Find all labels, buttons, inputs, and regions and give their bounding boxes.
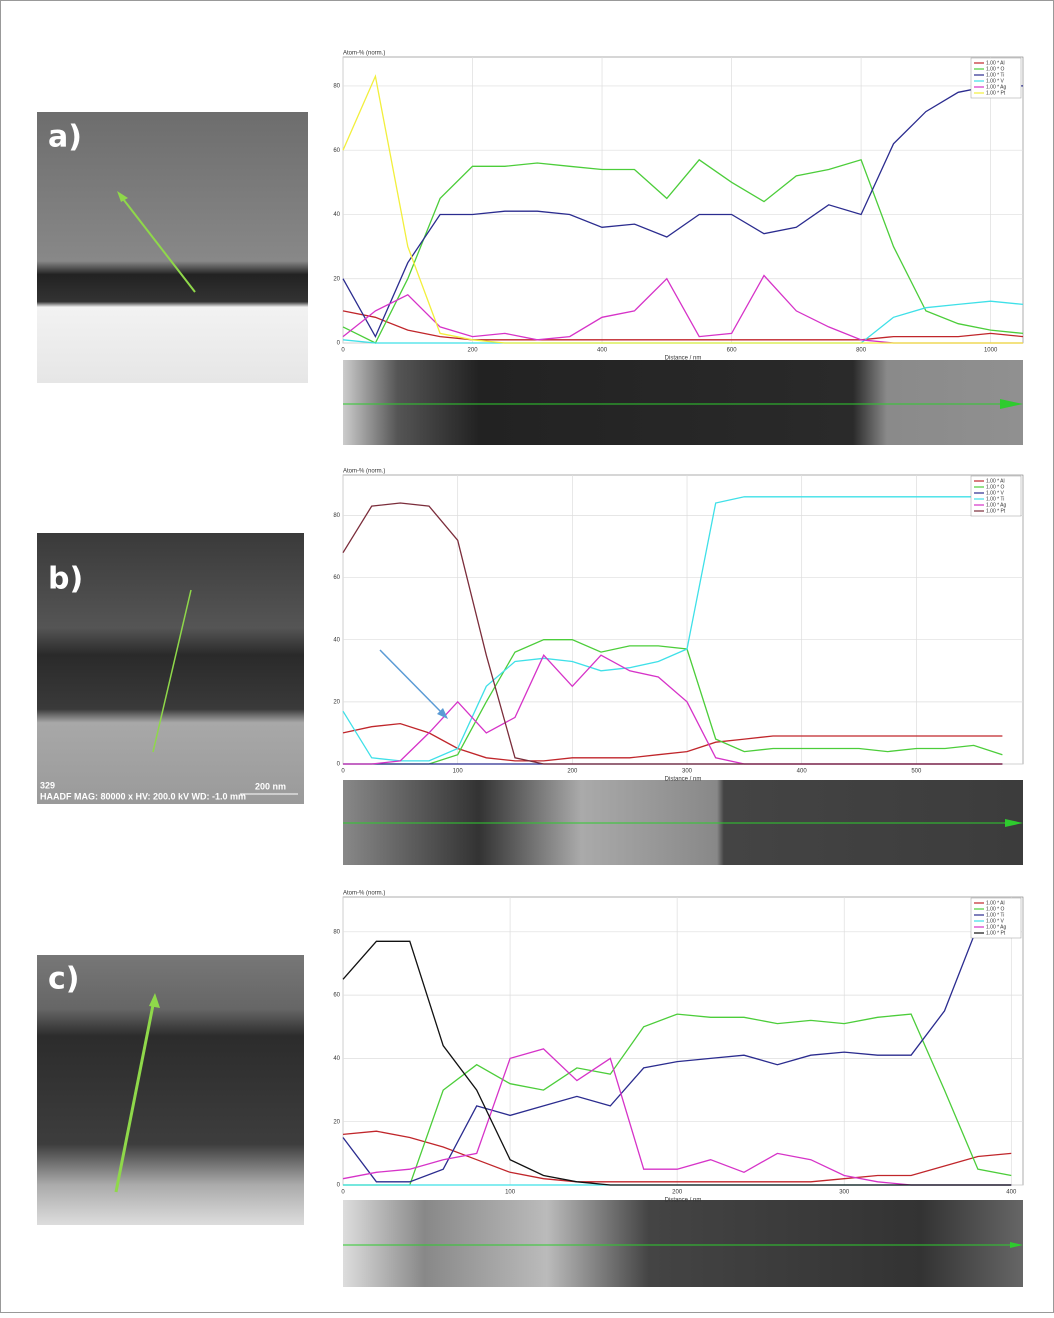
legend-label: 1.00 * Ti [986, 72, 1004, 78]
micrograph [37, 112, 308, 383]
data-line [342, 85, 1023, 339]
x-tick-label: 200 [567, 769, 578, 775]
legend-label: 1.00 * Ag [986, 502, 1007, 508]
y-tick-label: 0 [337, 341, 341, 347]
x-tick-label: 500 [911, 769, 922, 775]
plot-area [342, 896, 1024, 1186]
image-info: HAADF MAG: 80000 x HV: 200.0 kV WD: -1.0… [40, 791, 246, 801]
x-tick-label: 800 [856, 348, 867, 354]
x-tick-label: 200 [468, 348, 479, 354]
y-tick-label: 80 [333, 83, 340, 89]
y-tick-label: 20 [333, 276, 340, 282]
data-line [342, 1048, 1012, 1186]
legend-label: 1.00 * O [986, 66, 1004, 72]
scan-arrowhead [1005, 819, 1023, 827]
legend-label: 1.00 * Ag [986, 924, 1007, 930]
scan-arrowhead [1010, 1242, 1023, 1248]
scan-arrow [114, 999, 156, 1193]
data-line [342, 1130, 1012, 1183]
y-tick-label: 20 [333, 1119, 340, 1125]
x-tick-label: 200 [672, 1190, 683, 1196]
y-tick-label: 60 [333, 148, 340, 154]
legend-label: 1.00 * Al [986, 478, 1005, 484]
x-tick-label: 1000 [984, 348, 998, 354]
y-tick-label: 60 [333, 575, 340, 581]
legend-box [970, 897, 1022, 939]
x-tick-label: 400 [1006, 1190, 1017, 1196]
scan-arrowhead [1000, 399, 1023, 409]
plot-area [342, 474, 1024, 765]
micrograph [37, 955, 304, 1225]
y-tick-label: 0 [337, 762, 341, 768]
legend-box [970, 57, 1022, 99]
x-axis-label: Distance / nm [665, 1198, 702, 1204]
y-tick-label: 60 [333, 993, 340, 999]
legend-box [970, 475, 1022, 517]
scan-arrowhead [117, 191, 128, 202]
y-tick-label: 40 [333, 1056, 340, 1062]
legend-label: 1.00 * Ti [986, 912, 1004, 918]
panel-label: b) [48, 562, 83, 597]
legend-label: 1.00 * V [986, 490, 1004, 496]
scan-strip [343, 360, 1023, 445]
x-axis-label: Distance / nm [665, 356, 702, 362]
legend-label: 1.00 * Al [986, 900, 1005, 906]
y-tick-label: 0 [337, 1183, 341, 1189]
legend-label: 1.00 * V [986, 78, 1004, 84]
scan-arrow [119, 194, 196, 293]
data-line [342, 502, 1003, 765]
legend-label: 1.00 * Pt [986, 508, 1006, 514]
data-line [343, 1013, 1012, 1186]
legend-label: 1.00 * Pt [986, 90, 1006, 96]
data-line [342, 158, 1024, 344]
x-tick-label: 0 [341, 1190, 345, 1196]
annotation-arrow [379, 649, 445, 716]
x-tick-label: 0 [341, 769, 345, 775]
x-tick-label: 300 [682, 769, 693, 775]
scan-arrow [152, 589, 192, 753]
x-tick-label: 400 [797, 769, 808, 775]
y-tick-label: 80 [333, 513, 340, 519]
x-tick-label: 100 [453, 769, 464, 775]
x-tick-label: 400 [597, 348, 608, 354]
panel-label: a) [48, 120, 82, 155]
legend-label: 1.00 * Pt [986, 930, 1006, 936]
y-tick-label: 40 [333, 637, 340, 643]
data-line [342, 74, 1023, 344]
data-line [342, 902, 1012, 1183]
plot-area [342, 56, 1024, 344]
x-axis-label: Distance / nm [665, 777, 702, 783]
y-axis-label: Atom-% (norm.) [343, 51, 385, 57]
x-tick-label: 100 [505, 1190, 516, 1196]
panel-label: c) [48, 962, 80, 997]
data-line [342, 310, 1024, 341]
data-line [342, 496, 1003, 762]
y-axis-label: Atom-% (norm.) [343, 891, 385, 897]
image-id: 329 [40, 780, 55, 790]
data-line [343, 639, 1003, 765]
legend-label: 1.00 * Ti [986, 496, 1004, 502]
data-line [342, 722, 1003, 762]
y-tick-label: 20 [333, 699, 340, 705]
legend-label: 1.00 * O [986, 484, 1004, 490]
x-tick-label: 600 [727, 348, 738, 354]
scan-arrowhead [149, 993, 160, 1008]
legend-label: 1.00 * V [986, 918, 1004, 924]
legend-label: 1.00 * O [986, 906, 1004, 912]
micrograph [37, 533, 304, 804]
legend-label: 1.00 * Ag [986, 84, 1007, 90]
data-line [342, 940, 1012, 1186]
y-axis-label: Atom-% (norm.) [343, 469, 385, 475]
y-tick-label: 40 [333, 212, 340, 218]
scale-bar-label: 200 nm [255, 781, 286, 791]
x-tick-label: 0 [341, 348, 345, 354]
annotation-arrowhead [437, 708, 448, 719]
scan-strip [343, 1200, 1023, 1287]
legend-label: 1.00 * Al [986, 60, 1005, 66]
x-tick-label: 300 [839, 1190, 850, 1196]
y-tick-label: 80 [333, 929, 340, 935]
